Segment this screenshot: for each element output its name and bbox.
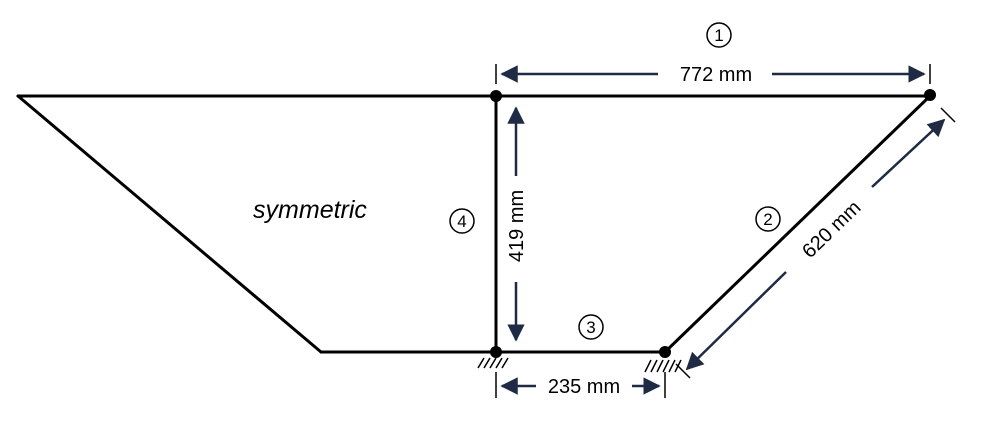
structure	[16, 94, 932, 354]
member-label-1: 1	[706, 22, 732, 48]
member-left-slope	[16, 94, 323, 354]
symmetric-annotation: symmetric	[253, 196, 367, 224]
pinned-support-right	[644, 359, 682, 373]
node-bottom-left	[490, 346, 502, 358]
nodes	[490, 89, 936, 358]
dimension-bottom	[495, 372, 666, 398]
node-top-middle	[490, 90, 502, 102]
node-top-right	[924, 89, 936, 101]
dimension-bottom-label: 235 mm	[548, 376, 620, 398]
member-label-2: 2	[755, 206, 781, 232]
dimension-diagonal	[675, 107, 956, 379]
member-label-4-text: 4	[457, 212, 466, 231]
member-diagonal	[663, 94, 932, 354]
pinned-support-left	[477, 357, 509, 369]
dimension-vertical-label: 419 mm	[506, 190, 528, 262]
dimension-top-label: 772 mm	[680, 64, 752, 86]
member-label-3: 3	[578, 314, 604, 340]
node-bottom-right	[659, 346, 671, 358]
dimension-diagonal-label: 620 mm	[798, 197, 865, 263]
member-label-1-text: 1	[714, 26, 723, 45]
member-label-2-text: 2	[763, 210, 772, 229]
member-label-3-text: 3	[586, 318, 595, 337]
dimension-top	[495, 64, 931, 84]
member-label-4: 4	[449, 208, 475, 234]
